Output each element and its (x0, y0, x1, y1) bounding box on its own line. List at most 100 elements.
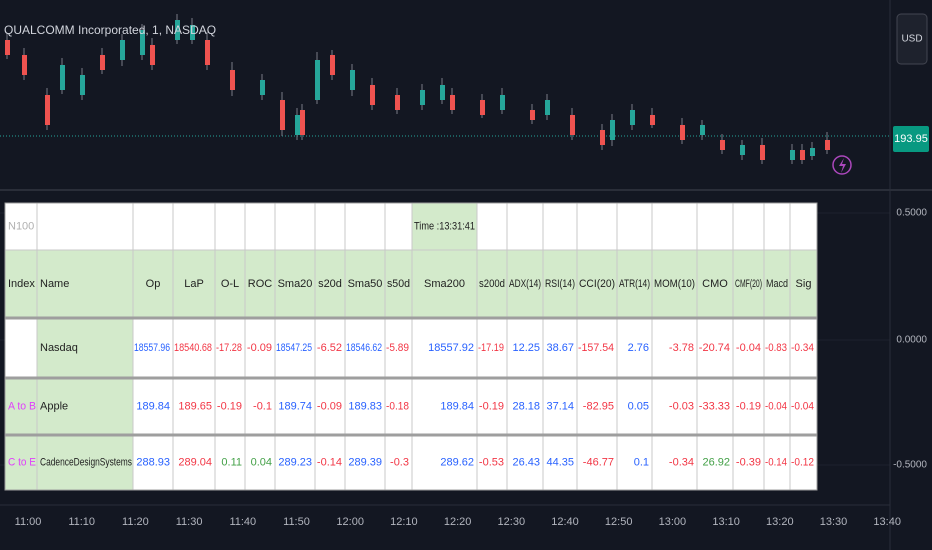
row-value: 28.18 (512, 400, 540, 412)
row-value: 189.74 (278, 400, 312, 412)
table-cell (4, 377, 38, 436)
row-value: -17.28 (216, 342, 242, 354)
row-value: -0.14 (765, 456, 787, 468)
price-axis-label: 0.5000 (896, 208, 927, 219)
row-value: 12.25 (512, 342, 540, 354)
time-axis-label: 11:10 (68, 516, 95, 528)
row-value: 189.65 (178, 400, 212, 412)
table-cell (274, 202, 316, 251)
table-cell (696, 377, 734, 436)
column-header: MOM(10) (654, 278, 695, 290)
row-value: -3.78 (669, 342, 694, 354)
row-value: 289.62 (440, 456, 474, 468)
row-value: -82.95 (583, 400, 614, 412)
time-axis-label: 11:50 (283, 516, 310, 528)
row-value: 18557.92 (428, 342, 474, 354)
row-value: 18547.25 (276, 342, 312, 354)
row-name: Nasdaq (40, 342, 78, 354)
row-value: -0.34 (791, 342, 814, 354)
table-cell (4, 434, 38, 491)
row-value: -0.03 (669, 400, 694, 412)
time-axis-label: 13:10 (712, 516, 740, 528)
row-value: -0.19 (736, 400, 761, 412)
table-cell (244, 249, 276, 319)
row-value: -0.18 (386, 400, 409, 412)
row-index: C to E (8, 456, 36, 468)
row-value: -0.34 (669, 456, 694, 468)
column-header: CCI(20) (579, 278, 615, 290)
column-header: Sma20 (278, 278, 313, 290)
table-cell (651, 377, 698, 436)
row-value: -5.89 (386, 342, 409, 354)
table-cell (789, 317, 818, 379)
column-header: RSI(14) (545, 278, 575, 290)
time-axis-label: 13:20 (766, 516, 794, 528)
price-axis-label: -0.5000 (893, 460, 927, 471)
table-cell (476, 202, 508, 251)
column-header: Macd (766, 278, 788, 290)
row-value: -0.19 (479, 400, 504, 412)
table-cell (274, 377, 316, 436)
table-cell (696, 434, 734, 491)
table-cell (616, 249, 653, 319)
price-axis-label: 0.0000 (896, 335, 927, 346)
row-value: 0.05 (628, 400, 649, 412)
column-header: ATR(14) (619, 278, 650, 290)
row-value: -20.74 (699, 342, 730, 354)
table-cell (763, 434, 791, 491)
row-value: 289.04 (178, 456, 212, 468)
table-cell (696, 202, 734, 251)
table-cell (732, 202, 765, 251)
table-cell (214, 434, 246, 491)
column-header: s50d (387, 278, 410, 290)
row-value: -0.04 (791, 400, 814, 412)
column-header: Op (146, 278, 161, 290)
time-axis-label: 13:00 (659, 516, 687, 528)
symbol-title: QUALCOMM Incorporated, 1, NASDAQ (4, 23, 216, 37)
row-value: -157.54 (578, 342, 614, 354)
time-axis-label: 13:30 (820, 516, 848, 528)
row-value: -46.77 (583, 456, 614, 468)
table-cell (789, 202, 818, 251)
row-value: -0.83 (765, 342, 787, 354)
table-cell (763, 317, 791, 379)
time-axis-label: 12:00 (336, 516, 364, 528)
table-border (4, 202, 818, 491)
row-name: CadenceDesignSystems (40, 456, 132, 468)
row-value: 289.39 (348, 456, 382, 468)
last-price-box (893, 126, 929, 152)
column-header: s20d (318, 278, 342, 290)
column-header: CMO (702, 278, 728, 290)
table-cell (172, 202, 216, 251)
table-cell (244, 202, 276, 251)
table-cell (132, 249, 174, 319)
table-cell (763, 249, 791, 319)
row-value: -0.1 (253, 400, 272, 412)
row-value: 2.76 (628, 342, 649, 354)
table-cell (244, 434, 276, 491)
table-cell (616, 202, 653, 251)
table-cell (384, 249, 413, 319)
table-cell (172, 377, 216, 436)
time-axis-label: 13:40 (873, 516, 901, 528)
table-cell (274, 434, 316, 491)
table-cell (314, 202, 346, 251)
table-cell (36, 317, 134, 379)
row-value: 189.83 (348, 400, 382, 412)
row-value: 189.84 (136, 400, 170, 412)
currency-button[interactable] (896, 13, 928, 65)
row-value: 37.14 (546, 400, 574, 412)
table-cell (132, 317, 174, 379)
table-cell (214, 377, 246, 436)
row-value: 189.84 (440, 400, 474, 412)
row-value: -0.14 (317, 456, 342, 468)
table-cell (476, 249, 508, 319)
row-value: 0.11 (221, 456, 242, 468)
table-cell (651, 249, 698, 319)
time-axis-label: 12:50 (605, 516, 633, 528)
column-header: ADX(14) (509, 278, 541, 290)
table-cell (36, 202, 134, 251)
table-time: Time :13:31:41 (414, 220, 475, 232)
column-header: Sma50 (348, 278, 383, 290)
alert-icon[interactable] (832, 155, 852, 175)
